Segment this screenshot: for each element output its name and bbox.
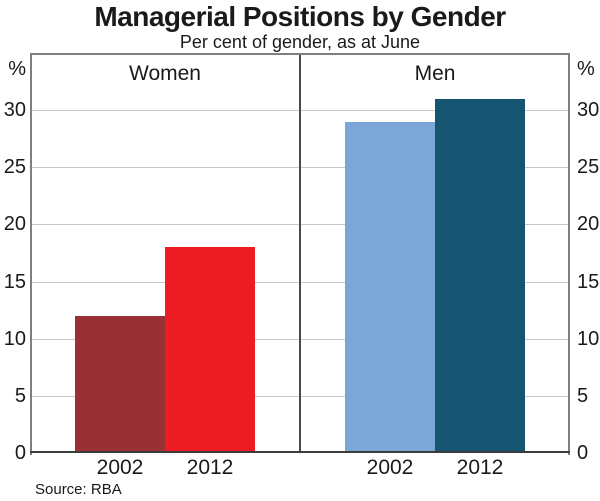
y-tick-label-left-10: 10 <box>3 327 26 350</box>
y-tick-label-right-10: 10 <box>577 327 600 350</box>
y-tick-label-left-0: 0 <box>14 442 26 464</box>
y-tick-label-right-25: 25 <box>577 156 600 179</box>
bar-women-2002 <box>75 315 165 453</box>
panel-divider <box>299 53 301 453</box>
source-note: Source: RBA <box>35 481 122 498</box>
bar-men-2002 <box>345 121 435 453</box>
y-tick-label-left-25: 25 <box>3 156 26 179</box>
plot-area <box>30 53 570 453</box>
x-tick-label-men-2002: 2002 <box>366 456 414 479</box>
panel-label-women: Women <box>129 62 201 85</box>
panel-label-men: Men <box>414 62 456 85</box>
plot-border-top <box>30 53 570 55</box>
y-tick-label-right-5: 5 <box>577 384 589 407</box>
bar-women-2012 <box>165 247 255 453</box>
y-tick-label-left-30: 30 <box>3 99 26 122</box>
x-axis-line <box>30 451 570 453</box>
y-tick-label-right-30: 30 <box>577 99 600 122</box>
y-tick-label-left-20: 20 <box>3 213 26 236</box>
y-tick-label-right-0: 0 <box>577 442 589 464</box>
y-tick-label-left-5: 5 <box>14 384 26 407</box>
plot-border-right <box>568 53 570 455</box>
x-tick-label-women-2002: 2002 <box>96 456 144 479</box>
plot-border-left <box>30 53 32 455</box>
chart-subtitle: Per cent of gender, as at June <box>179 32 421 52</box>
y-axis-unit-left: % <box>8 58 26 80</box>
y-axis-unit-right: % <box>577 58 595 80</box>
bar-men-2012 <box>435 98 525 453</box>
x-tick-label-women-2012: 2012 <box>186 456 234 479</box>
y-tick-label-left-15: 15 <box>3 270 26 293</box>
x-tick-label-men-2012: 2012 <box>456 456 504 479</box>
y-tick-label-right-20: 20 <box>577 213 600 236</box>
chart-title: Managerial Positions by Gender <box>94 1 506 32</box>
y-tick-label-right-15: 15 <box>577 270 600 293</box>
